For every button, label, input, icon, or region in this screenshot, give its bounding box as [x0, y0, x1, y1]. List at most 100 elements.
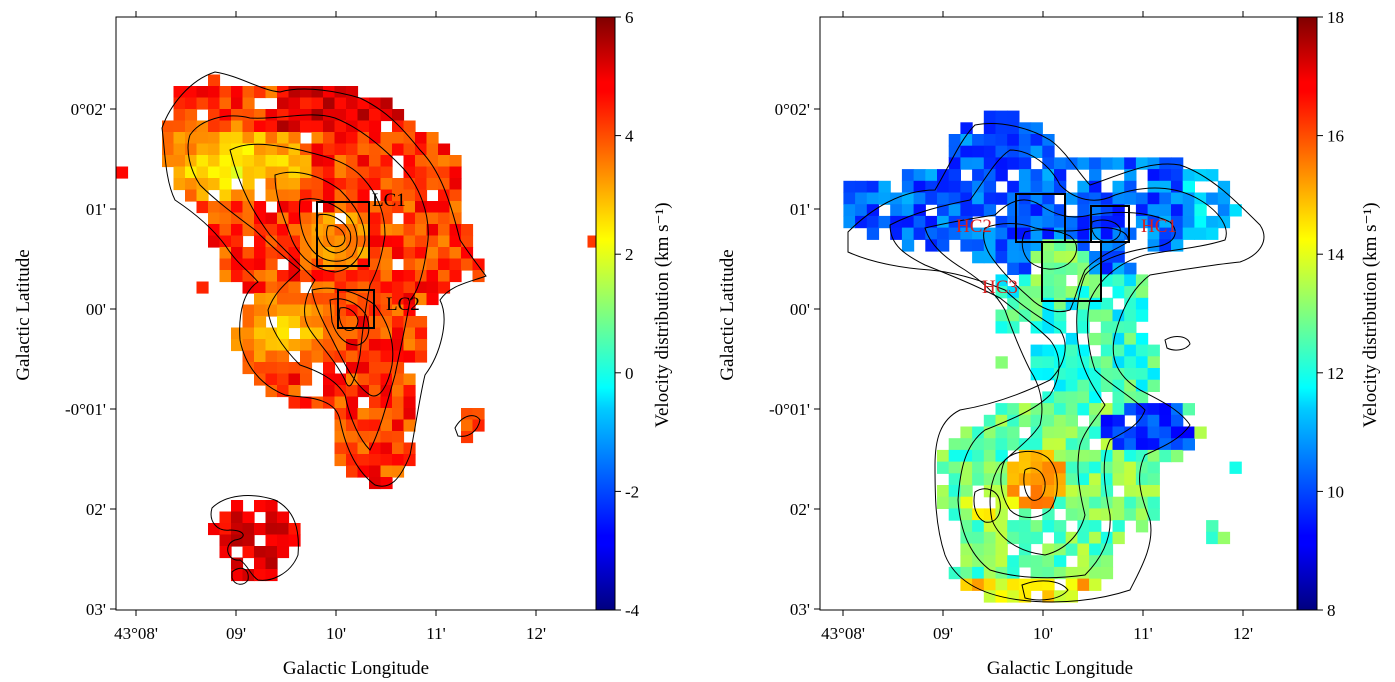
velocity-pixel: [219, 224, 232, 237]
velocity-pixel: [1159, 414, 1172, 428]
velocity-pixel: [357, 109, 370, 122]
velocity-pixel: [983, 555, 997, 568]
velocity-pixel: [415, 178, 428, 191]
velocity-pixel: [300, 86, 313, 99]
velocity-pixel: [449, 224, 462, 237]
velocity-pixel: [323, 362, 336, 375]
velocity-pixel: [1135, 496, 1149, 509]
velocity-pixel: [288, 339, 301, 352]
velocity-pixel: [1030, 215, 1043, 229]
velocity-pixel: [254, 166, 267, 179]
velocity-pixel: [1112, 321, 1125, 334]
velocity-pixel: [878, 215, 891, 229]
velocity-pixel: [1042, 520, 1055, 533]
velocity-pixel: [242, 212, 255, 225]
velocity-pixel: [334, 120, 347, 133]
velocity-pixel: [369, 396, 382, 409]
velocity-pixel: [995, 251, 1008, 264]
velocity-pixel: [449, 258, 462, 271]
velocity-pixel: [369, 224, 382, 237]
velocity-pixel: [948, 438, 961, 451]
velocity-pixel: [173, 132, 186, 145]
velocity-pixel: [369, 132, 382, 145]
velocity-pixel: [1054, 180, 1067, 194]
velocity-pixel: [311, 316, 324, 329]
velocity-pixel: [265, 143, 278, 156]
velocity-pixel: [1007, 414, 1020, 428]
velocity-pixel: [346, 431, 359, 444]
velocity-pixel: [242, 350, 255, 363]
velocity-pixel: [1089, 251, 1102, 264]
velocity-pixel: [449, 235, 462, 248]
box-label-lc2: LC2: [386, 294, 420, 315]
velocity-pixel: [1100, 274, 1114, 287]
velocity-pixel: [1007, 110, 1020, 123]
velocity-pixel: [1089, 496, 1102, 509]
velocity-pixel: [960, 180, 973, 194]
velocity-pixel: [1135, 461, 1149, 474]
velocity-pixel: [323, 235, 336, 248]
velocity-pixel: [277, 546, 290, 559]
velocity-pixel: [1089, 473, 1102, 486]
velocity-pixel: [219, 534, 232, 547]
velocity-pixel: [1054, 286, 1067, 299]
velocity-pixel: [426, 155, 439, 168]
velocity-pixel: [403, 327, 416, 340]
velocity-pixel: [403, 120, 416, 133]
velocity-pixel: [1135, 297, 1149, 311]
velocity-pixel: [288, 247, 301, 260]
velocity-pixel: [948, 496, 961, 509]
velocity-pixel: [403, 396, 416, 409]
velocity-pixel: [901, 215, 915, 229]
velocity-pixel: [1018, 543, 1032, 556]
velocity-pixel: [1147, 461, 1160, 474]
velocity-pixel: [1147, 414, 1160, 428]
velocity-pixel: [1112, 414, 1125, 428]
right-y-ticks: 0°02' 01' 00' -0°01' 02' 03': [769, 100, 820, 619]
velocity-pixel: [1159, 449, 1172, 463]
velocity-pixel: [1018, 449, 1032, 463]
velocity-pixel: [288, 523, 301, 536]
velocity-pixel: [1030, 286, 1043, 299]
left-contours: [161, 71, 487, 585]
velocity-pixel: [1112, 215, 1125, 229]
velocity-pixel: [901, 192, 915, 205]
velocity-pixel: [983, 110, 997, 123]
velocity-pixel: [1182, 204, 1195, 217]
velocity-pixel: [937, 449, 950, 463]
velocity-pixel: [380, 155, 393, 168]
velocity-pixel: [995, 356, 1008, 369]
velocity-pixel: [1054, 215, 1067, 229]
velocity-pixel: [1077, 555, 1090, 568]
velocity-pixel: [380, 235, 393, 248]
y-tick-label: -0°01': [769, 400, 810, 419]
velocity-pixel: [1182, 438, 1195, 451]
velocity-pixel: [300, 120, 313, 133]
velocity-pixel: [1065, 461, 1078, 474]
velocity-pixel: [323, 132, 336, 145]
x-tick-label: 12': [526, 624, 546, 643]
velocity-pixel: [1077, 473, 1090, 486]
velocity-pixel: [254, 270, 267, 283]
velocity-pixel: [277, 97, 290, 110]
velocity-pixel: [995, 578, 1008, 591]
velocity-pixel: [1018, 286, 1032, 299]
velocity-pixel: [242, 327, 255, 340]
velocity-pixel: [185, 178, 198, 191]
velocity-pixel: [415, 281, 428, 294]
velocity-pixel: [1124, 473, 1137, 486]
velocity-pixel: [357, 132, 370, 145]
velocity-pixel: [1100, 449, 1114, 463]
velocity-pixel: [265, 534, 278, 547]
velocity-pixel: [960, 555, 973, 568]
velocity-pixel: [369, 258, 382, 271]
velocity-pixel: [265, 178, 278, 191]
velocity-pixel: [1018, 309, 1032, 322]
velocity-pixel: [1124, 496, 1137, 509]
velocity-pixel: [254, 546, 267, 559]
velocity-pixel: [334, 189, 347, 202]
velocity-pixel: [254, 281, 267, 294]
velocity-pixel: [242, 97, 255, 110]
velocity-pixel: [1007, 555, 1020, 568]
box-hc2: [1015, 193, 1066, 243]
